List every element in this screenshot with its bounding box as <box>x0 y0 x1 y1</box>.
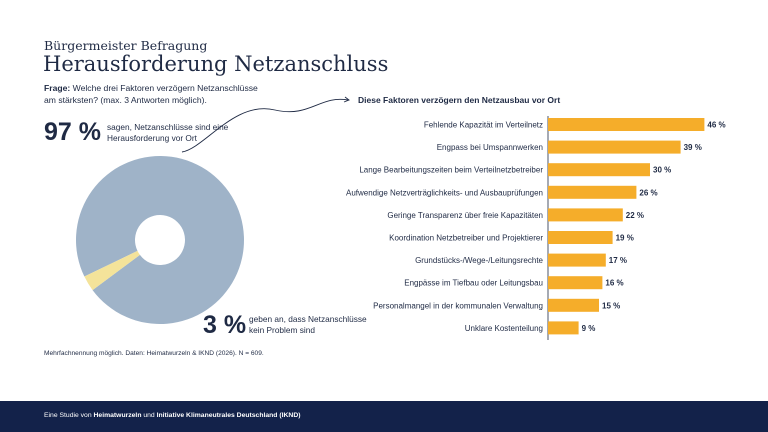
bar-category-label: Aufwendige Netzverträglichkeits- und Aus… <box>346 188 543 197</box>
footer-prefix: Eine Studie von <box>44 412 94 419</box>
bar-8 <box>548 276 603 290</box>
donut-slice-no-problem <box>84 250 140 291</box>
page-title: Herausforderung Netzanschluss <box>43 52 389 76</box>
footer-text: Eine Studie von Heimatwurzeln und Initia… <box>44 412 301 419</box>
bar-category-label: Fehlende Kapazität im Verteilnetz <box>424 121 543 130</box>
bar-value-label: 30 % <box>653 166 671 175</box>
bar-value-label: 17 % <box>609 256 627 265</box>
question-body: Welche drei Faktoren verzögern Netzansch… <box>44 83 258 105</box>
main-stat-value: 97 % <box>44 118 101 146</box>
donut-slice-challenge <box>75 156 244 324</box>
survey-eyebrow: Bürgermeister Befragung <box>44 38 208 53</box>
bar-value-label: 19 % <box>616 234 634 243</box>
question-label: Frage: <box>44 83 71 93</box>
footer-mid: und <box>141 412 157 419</box>
bar-category-label: Engpass bei Umspannwerken <box>437 143 543 152</box>
bar-7 <box>548 253 606 267</box>
donut-chart <box>75 156 244 324</box>
minor-stat-text: geben an, dass Netzanschlüsse kein Probl… <box>249 314 367 335</box>
bar-10 <box>548 321 579 335</box>
bar-chart-title: Diese Faktoren verzögern den Netzausbau … <box>358 95 561 105</box>
footer-org2: Initiative Klimaneutrales Deutschland (I… <box>156 412 301 419</box>
bar-category-label: Personalmangel in der kommunalen Verwalt… <box>373 301 543 310</box>
bar-chart: Fehlende Kapazität im Verteilnetz 46 % Eng… <box>346 116 726 340</box>
bar-category-label: Geringe Transparenz über freie Kapazität… <box>387 211 543 220</box>
bar-1 <box>548 118 705 131</box>
bar-5 <box>548 208 623 222</box>
bar-category-label: Unklare Kostenteilung <box>465 324 543 333</box>
bar-4 <box>548 185 637 199</box>
bar-value-label: 16 % <box>605 279 623 288</box>
footnote: Mehrfachnennung möglich. Daten: Heimatwu… <box>44 350 264 357</box>
bar-2 <box>548 140 681 154</box>
bar-value-label: 9 % <box>582 324 596 333</box>
footer-bar: Eine Studie von Heimatwurzeln und Initia… <box>0 401 768 432</box>
bar-value-label: 22 % <box>626 211 644 220</box>
bar-value-label: 46 % <box>707 121 725 130</box>
bar-value-label: 26 % <box>639 188 657 197</box>
question-text: Frage: Welche drei Faktoren verzögern Ne… <box>44 82 264 106</box>
main-stat-text: sagen, Netzanschlüsse sind eine Herausfo… <box>107 122 229 143</box>
minor-stat-value: 3 % <box>203 311 247 339</box>
bar-category-label: Koordination Netzbetreiber und Projektie… <box>389 234 543 243</box>
bar-category-label: Grundstücks-/Wege-/Leitungsrechte <box>415 256 543 265</box>
bar-value-label: 15 % <box>602 301 620 310</box>
bar-category-label: Engpässe im Tiefbau oder Leitungsbau <box>404 279 543 288</box>
bar-3 <box>548 163 650 177</box>
connector-arrowhead <box>343 96 350 103</box>
connector-arrow <box>181 98 349 153</box>
bar-category-label: Lange Bearbeitungszeiten beim Verteilnet… <box>359 166 543 175</box>
bar-6 <box>548 231 613 244</box>
bar-value-label: 39 % <box>684 143 702 152</box>
footer-org1: Heimatwurzeln <box>93 412 142 419</box>
bar-9 <box>548 298 599 312</box>
